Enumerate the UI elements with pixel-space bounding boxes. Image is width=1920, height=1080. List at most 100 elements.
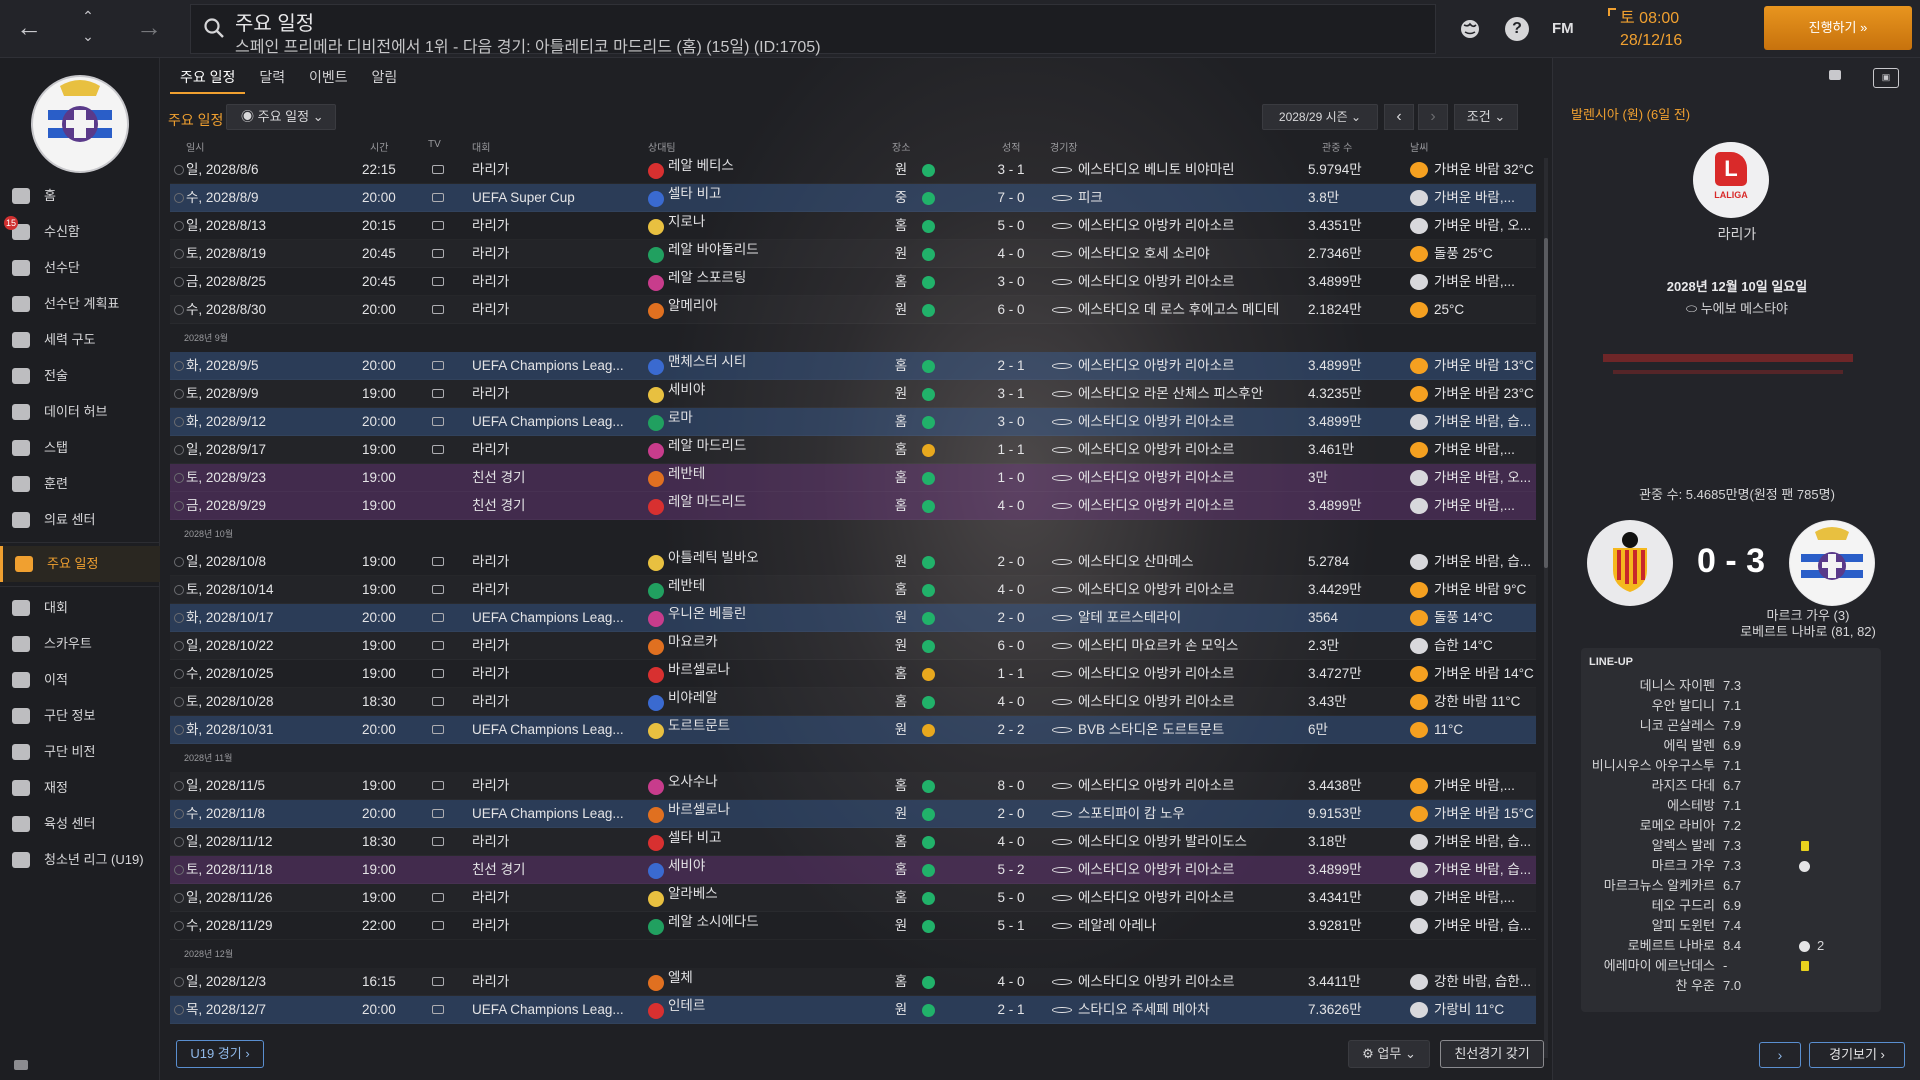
opponent-link[interactable]: 레반테 bbox=[668, 578, 706, 593]
table-row[interactable]: 수, 2028/11/29 22:00 라리가 레알 소시에다드 원 5 - 1 레알레 아… bbox=[170, 912, 1536, 940]
table-row[interactable]: 화, 2028/9/5 20:00 UEFA Champions Leag... 맨체… bbox=[170, 352, 1536, 380]
select-circle-icon[interactable] bbox=[174, 193, 184, 203]
match-score[interactable]: 1 - 1 bbox=[997, 666, 1025, 681]
opponent-link[interactable]: 세비야 bbox=[668, 858, 706, 873]
col-tv[interactable]: TV bbox=[428, 139, 441, 150]
competition-link[interactable]: UEFA Champions Leag... bbox=[472, 722, 624, 737]
competition-link[interactable]: UEFA Super Cup bbox=[472, 190, 575, 205]
select-circle-icon[interactable] bbox=[174, 865, 184, 875]
lineup-row[interactable]: 에레마이 에르난데스 - bbox=[1581, 956, 1881, 976]
filter-dropdown[interactable]: 조건 ⌄ bbox=[1454, 104, 1518, 130]
table-row[interactable]: 일, 2028/11/12 18:30 라리가 셀타 비고 홈 4 - 0 에스타디오 아방… bbox=[170, 828, 1536, 856]
opponent-link[interactable]: 맨체스터 시티 bbox=[668, 354, 747, 369]
lineup-row[interactable]: 마르크 가우 7.3 bbox=[1581, 856, 1881, 876]
competition-link[interactable]: UEFA Champions Leag... bbox=[472, 358, 624, 373]
competition-link[interactable]: 라리가 bbox=[472, 974, 510, 989]
search-bar[interactable]: 주요 일정 스페인 프리메라 디비전에서 1위 - 다음 경기: 아틀레티코 마… bbox=[190, 4, 1436, 56]
lock-icon[interactable] bbox=[1829, 70, 1841, 80]
player-name[interactable]: 에레마이 에르난데스 bbox=[1603, 958, 1715, 973]
lineup-row[interactable]: 데니스 자이펜 7.3 bbox=[1581, 676, 1881, 696]
competition-link[interactable]: 라리가 bbox=[472, 302, 510, 317]
col-opponent[interactable]: 상대팀 bbox=[648, 143, 676, 154]
select-circle-icon[interactable] bbox=[174, 417, 184, 427]
sidebar-item[interactable]: 재정 bbox=[0, 770, 160, 806]
select-circle-icon[interactable] bbox=[174, 697, 184, 707]
competition-link[interactable]: 라리가 bbox=[472, 246, 510, 261]
season-dropdown[interactable]: 2028/29 시즌 ⌄ bbox=[1262, 104, 1378, 130]
lineup-row[interactable]: 찬 우준 7.0 bbox=[1581, 976, 1881, 996]
select-circle-icon[interactable] bbox=[174, 389, 184, 399]
sidebar-item[interactable]: 전술 bbox=[0, 358, 160, 394]
match-score[interactable]: 4 - 0 bbox=[997, 694, 1025, 709]
match-score[interactable]: 2 - 0 bbox=[997, 610, 1025, 625]
player-name[interactable]: 테오 구드리 bbox=[1651, 898, 1715, 913]
opponent-link[interactable]: 지로나 bbox=[668, 214, 706, 229]
player-name[interactable]: 에릭 발렌 bbox=[1663, 738, 1715, 753]
match-score[interactable]: 2 - 2 bbox=[997, 722, 1025, 737]
help-icon[interactable]: ? bbox=[1505, 17, 1529, 41]
view-dropdown[interactable]: ◉ 주요 일정 ⌄ bbox=[226, 104, 336, 130]
competition-link[interactable]: 라리가 bbox=[472, 218, 510, 233]
match-score[interactable]: 3 - 0 bbox=[997, 274, 1025, 289]
lineup-row[interactable]: 로베르트 나바로 8.4 2 bbox=[1581, 936, 1881, 956]
col-stadium[interactable]: 경기장 bbox=[1050, 143, 1078, 154]
select-circle-icon[interactable] bbox=[174, 809, 184, 819]
opponent-link[interactable]: 레알 소시에다드 bbox=[668, 914, 759, 929]
col-venue[interactable]: 장소 bbox=[892, 143, 911, 154]
match-score[interactable]: 4 - 0 bbox=[997, 834, 1025, 849]
tab-notifications[interactable]: 알림 bbox=[371, 69, 398, 85]
col-attendance[interactable]: 관중 수 bbox=[1322, 143, 1353, 154]
lineup-row[interactable]: 니코 곤살레스 7.9 bbox=[1581, 716, 1881, 736]
table-row[interactable]: 토, 2028/9/9 19:00 라리가 세비야 원 3 - 1 에스타디오 라몬 산체스… bbox=[170, 380, 1536, 408]
opponent-link[interactable]: 바르셀로나 bbox=[668, 802, 731, 817]
table-row[interactable]: 금, 2028/8/25 20:45 라리가 레알 스포르팅 홈 3 - 0 에스타디오 아… bbox=[170, 268, 1536, 296]
next-season-button[interactable]: › bbox=[1418, 104, 1448, 130]
up-down-arrows-icon[interactable]: ⌃ ⌄ bbox=[82, 8, 94, 44]
back-arrow-icon[interactable]: ← bbox=[16, 12, 42, 42]
globe-icon[interactable] bbox=[1458, 17, 1482, 41]
table-row[interactable]: 금, 2028/9/29 19:00 친선 경기 레알 마드리드 홈 4 - 0 에스타디오… bbox=[170, 492, 1536, 520]
lineup-row[interactable]: 테오 구드리 6.9 bbox=[1581, 896, 1881, 916]
competition-link[interactable]: 라리가 bbox=[472, 582, 510, 597]
sidebar-item[interactable]: 의료 센터 bbox=[0, 502, 160, 538]
sidebar-item[interactable]: 구단 정보 bbox=[0, 698, 160, 734]
select-circle-icon[interactable] bbox=[174, 669, 184, 679]
keyboard-icon[interactable] bbox=[14, 1060, 28, 1070]
opponent-link[interactable]: 레알 마드리드 bbox=[668, 494, 747, 509]
lineup-row[interactable]: 마르크뉴스 알케카르 6.7 bbox=[1581, 876, 1881, 896]
opponent-link[interactable]: 도르트문트 bbox=[668, 718, 731, 733]
opponent-link[interactable]: 엘체 bbox=[668, 970, 693, 985]
table-row[interactable]: 일, 2028/8/13 20:15 라리가 지로나 홈 5 - 0 에스타디오 아방카 리… bbox=[170, 212, 1536, 240]
table-row[interactable]: 일, 2028/8/6 22:15 라리가 레알 베티스 원 3 - 1 에스타디오 베니토… bbox=[170, 156, 1536, 184]
select-circle-icon[interactable] bbox=[174, 221, 184, 231]
player-name[interactable]: 라지즈 다데 bbox=[1651, 778, 1715, 793]
competition-link[interactable]: UEFA Champions Leag... bbox=[472, 610, 624, 625]
player-name[interactable]: 니코 곤살레스 bbox=[1639, 718, 1715, 733]
last-match-title[interactable]: 발렌시아 (원) (6일 전) bbox=[1571, 107, 1691, 122]
match-score[interactable]: 5 - 1 bbox=[997, 918, 1025, 933]
sidebar-item[interactable]: 육성 센터 bbox=[0, 806, 160, 842]
player-name[interactable]: 에스테방 bbox=[1667, 798, 1715, 813]
match-score[interactable]: 4 - 0 bbox=[997, 582, 1025, 597]
opponent-link[interactable]: 아틀레틱 빌바오 bbox=[668, 550, 759, 565]
select-circle-icon[interactable] bbox=[174, 361, 184, 371]
competition-link[interactable]: 라리가 bbox=[472, 918, 510, 933]
player-name[interactable]: 찬 우준 bbox=[1675, 978, 1716, 993]
sidebar-item[interactable]: 훈련 bbox=[0, 466, 160, 502]
opponent-link[interactable]: 셀타 비고 bbox=[668, 186, 722, 201]
sidebar-item[interactable]: 이적 bbox=[0, 662, 160, 698]
match-score[interactable]: 2 - 1 bbox=[997, 1002, 1025, 1017]
sidebar-item[interactable]: 청소년 리그 (U19) bbox=[0, 842, 160, 878]
competition-link[interactable]: 라리가 bbox=[472, 834, 510, 849]
opponent-link[interactable]: 바르셀로나 bbox=[668, 662, 731, 677]
select-circle-icon[interactable] bbox=[174, 165, 184, 175]
deportivo-crest-icon[interactable] bbox=[1789, 520, 1875, 606]
table-row[interactable]: 수, 2028/8/9 20:00 UEFA Super Cup 셀타 비고 중 7 - … bbox=[170, 184, 1536, 212]
competition-link[interactable]: 라리가 bbox=[472, 162, 510, 177]
continue-button[interactable]: 진행하기 » bbox=[1764, 6, 1912, 50]
opponent-link[interactable]: 레알 바야돌리드 bbox=[668, 242, 759, 257]
player-name[interactable]: 우안 발디니 bbox=[1651, 698, 1715, 713]
sidebar-item[interactable]: 선수단 bbox=[0, 250, 160, 286]
arrange-friendly-button[interactable]: 친선경기 갖기 bbox=[1440, 1040, 1544, 1068]
table-row[interactable]: 화, 2028/9/12 20:00 UEFA Champions Leag... 로… bbox=[170, 408, 1536, 436]
